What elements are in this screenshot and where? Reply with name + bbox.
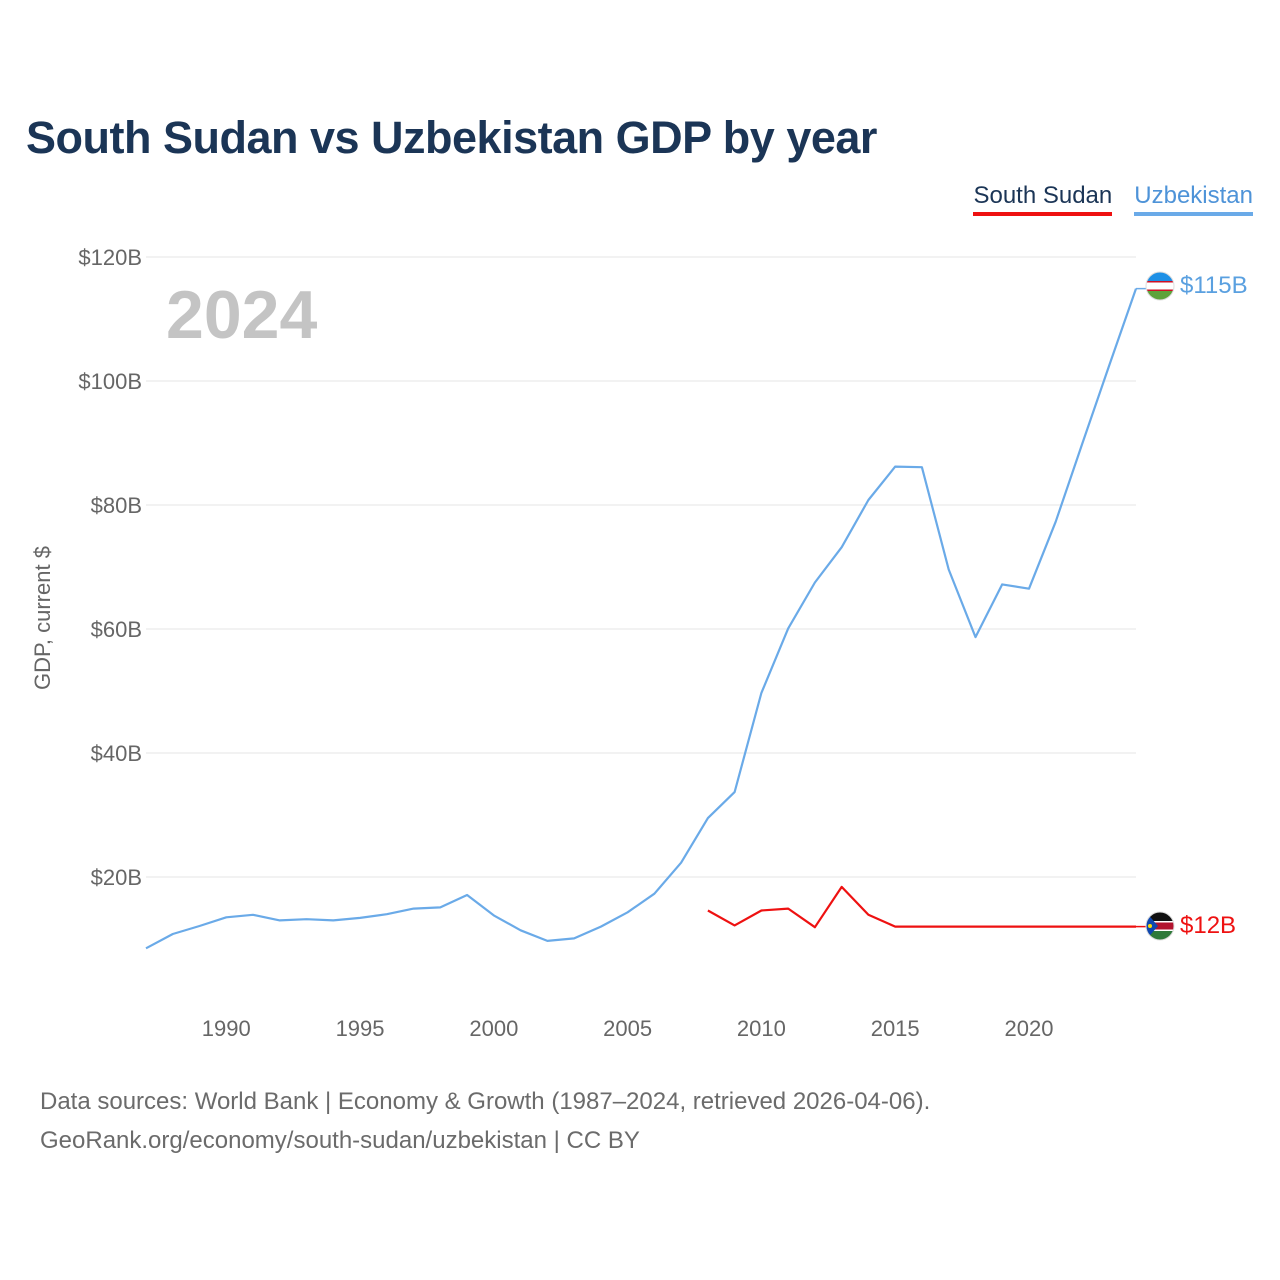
y-tick-label: $40B [91,741,142,766]
gdp-line-chart: $20B $40B $60B $80B $100B $120B 1990 1995 2000 2… [30,245,1248,1041]
x-tick-label: 1995 [336,1016,385,1041]
x-tick-label: 2015 [871,1016,920,1041]
south-sudan-flag-icon [1146,912,1174,940]
y-axis-label: GDP, current $ [30,546,55,690]
south-sudan-end-label: $12B [1180,912,1236,939]
legend-item-uzbekistan[interactable]: Uzbekistan [1134,182,1253,216]
x-tick-label: 2020 [1004,1016,1053,1041]
x-tick-label: 2010 [737,1016,786,1041]
x-tick-label: 2005 [603,1016,652,1041]
footer: Data sources: World Bank | Economy & Gro… [40,1082,930,1160]
uzbekistan-end-label: $115B [1180,272,1248,299]
grid [146,256,1136,878]
series-line-south-sudan[interactable] [707,885,1136,929]
y-tick-label: $100B [78,369,142,394]
legend: South Sudan Uzbekistan [973,182,1253,216]
x-axis-ticks: 1990 1995 2000 2005 2010 2015 2020 [202,1016,1054,1041]
year-overlay: 2024 [166,277,317,353]
y-tick-label: $20B [91,865,142,890]
y-axis-ticks: $20B $40B $60B $80B $100B $120B [78,245,142,890]
x-tick-label: 2000 [469,1016,518,1041]
source-link[interactable]: GeoRank.org/economy/south-sudan/uzbekist… [40,1127,640,1154]
series [145,287,1146,950]
series-line-uzbekistan[interactable] [145,288,1138,950]
y-tick-label: $60B [91,617,142,642]
y-tick-label: $120B [78,245,142,270]
x-tick-label: 1990 [202,1016,251,1041]
data-sources-note: Data sources: World Bank | Economy & Gro… [40,1088,931,1115]
y-tick-label: $80B [91,493,142,518]
chart-title: South Sudan vs Uzbekistan GDP by year [26,112,877,163]
legend-item-south-sudan[interactable]: South Sudan [973,182,1113,216]
uzbekistan-flag-icon [1146,272,1174,300]
